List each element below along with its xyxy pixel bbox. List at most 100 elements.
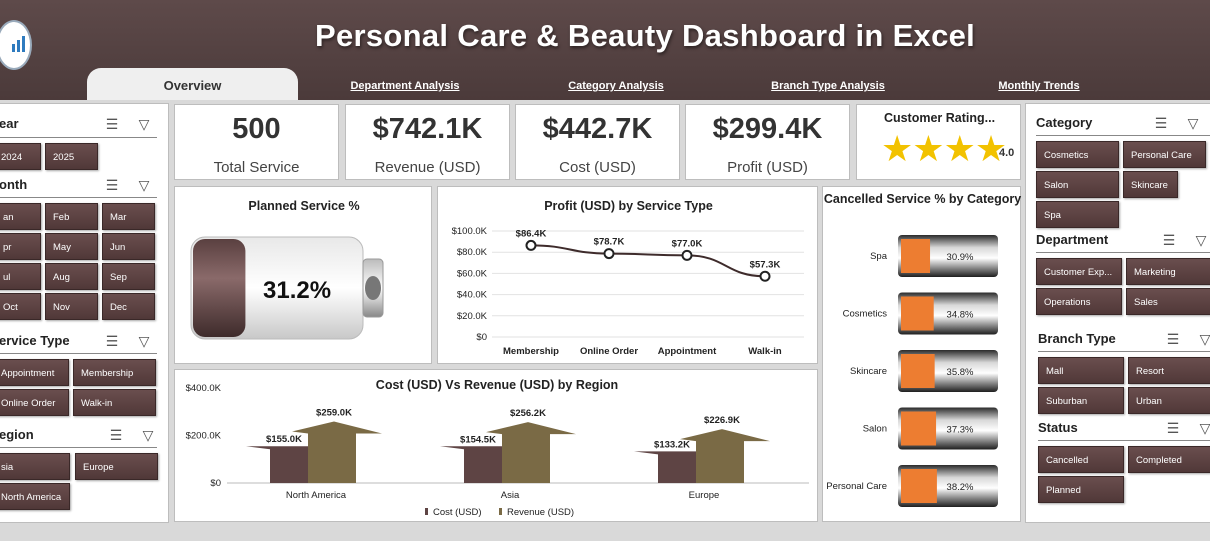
clear-filter-icon[interactable]: ▽ xyxy=(142,427,154,443)
tab-category-analysis[interactable]: Category Analysis xyxy=(568,80,664,92)
clear-filter-icon[interactable]: ▽ xyxy=(1195,232,1207,248)
region-item-north-america[interactable]: North America xyxy=(0,483,70,510)
cost-data-label: $154.5K xyxy=(460,434,496,445)
kpi-label: Profit (USD) xyxy=(727,159,808,176)
star-icon: ★ xyxy=(974,128,1007,169)
month-item-jun[interactable]: Jun xyxy=(102,233,155,260)
month-item-apr[interactable]: pr xyxy=(0,233,41,260)
category-item-skincare[interactable]: Skincare xyxy=(1123,171,1178,198)
category-item-personal-care[interactable]: Personal Care xyxy=(1123,141,1206,168)
region-item-europe[interactable]: Europe xyxy=(75,453,158,480)
department-item-marketing[interactable]: Marketing xyxy=(1126,258,1210,285)
month-item-dec[interactable]: Dec xyxy=(102,293,155,320)
category-item-cosmetics[interactable]: Cosmetics xyxy=(1036,141,1119,168)
clear-filter-icon[interactable]: ▽ xyxy=(1199,331,1210,347)
service-type-item-membership[interactable]: Membership xyxy=(73,359,156,386)
multi-select-icon[interactable]: ☰ xyxy=(1166,331,1180,347)
year-item-2025[interactable]: 2025 xyxy=(45,143,98,170)
bar-chart-svg: $0 $200.0K $400.0K $155.0K $259.0K North Amer… xyxy=(186,383,809,518)
month-item-mar[interactable]: Mar xyxy=(102,203,155,230)
y-tick-label: $200.0K xyxy=(186,431,222,442)
tab-overview[interactable]: Overview xyxy=(87,68,298,100)
revenue-bar xyxy=(680,429,770,483)
category-label: Spa xyxy=(870,251,888,262)
line-chart-svg: $0 $20.0K $40.0K $60.0K $80.0K $100.0K $86.4K M… xyxy=(452,226,804,357)
status-item-planned[interactable]: Planned xyxy=(1038,476,1124,503)
revenue-data-label: $226.9K xyxy=(704,415,740,426)
kpi-value: $299.4K xyxy=(712,113,823,145)
multi-select-icon[interactable]: ☰ xyxy=(105,333,119,349)
service-type-item-online-order[interactable]: Online Order xyxy=(0,389,69,416)
data-label: $77.0K xyxy=(672,238,703,249)
tab-branch-type-analysis[interactable]: Branch Type Analysis xyxy=(771,80,885,92)
service-type-item-walk-in[interactable]: Walk-in xyxy=(73,389,156,416)
cost-data-label: $155.0K xyxy=(266,434,302,445)
data-label: $86.4K xyxy=(516,228,547,239)
multi-select-icon[interactable]: ☰ xyxy=(105,116,119,132)
right-slicer-panel: Category ☰ ▽ Cosmetics Personal Care Sal… xyxy=(1025,103,1210,523)
chart-title: Cancelled Service % by Category xyxy=(823,192,1022,206)
clear-filter-icon[interactable]: ▽ xyxy=(1187,115,1199,131)
category-item-salon[interactable]: Salon xyxy=(1036,171,1119,198)
data-label: 35.8% xyxy=(947,367,974,378)
region-item-asia[interactable]: sia xyxy=(0,453,70,480)
x-tick-label: North America xyxy=(286,490,347,501)
branch-type-item-resort[interactable]: Resort xyxy=(1128,357,1210,384)
data-point xyxy=(681,249,693,261)
clear-filter-icon[interactable]: ▽ xyxy=(138,333,150,349)
branch-type-item-urban[interactable]: Urban xyxy=(1128,387,1210,414)
year-item-2024[interactable]: 2024 xyxy=(0,143,41,170)
clear-filter-icon[interactable]: ▽ xyxy=(1199,420,1210,436)
department-item-customer-exp[interactable]: Customer Exp... xyxy=(1036,258,1122,285)
divider xyxy=(0,197,157,198)
multi-select-icon[interactable]: ☰ xyxy=(1162,232,1176,248)
department-item-operations[interactable]: Operations xyxy=(1036,288,1122,315)
rating-stars: ★★★★ xyxy=(881,128,1007,169)
category-label: Skincare xyxy=(850,366,887,377)
status-item-cancelled[interactable]: Cancelled xyxy=(1038,446,1124,473)
branch-type-item-suburban[interactable]: Suburban xyxy=(1038,387,1124,414)
month-item-aug[interactable]: Aug xyxy=(45,263,98,290)
y-tick-label: $400.0K xyxy=(186,383,222,394)
star-icon: ★ xyxy=(881,128,913,169)
clear-filter-icon[interactable]: ▽ xyxy=(138,177,150,193)
cost-vs-revenue-chart: Cost (USD) Vs Revenue (USD) by Region $0… xyxy=(174,369,818,522)
clear-filter-icon[interactable]: ▽ xyxy=(138,116,150,132)
data-point xyxy=(759,270,771,282)
chart-title: Profit (USD) by Service Type xyxy=(544,199,713,213)
multi-select-icon[interactable]: ☰ xyxy=(1166,420,1180,436)
x-tick-label: Walk-in xyxy=(748,346,782,357)
month-item-jul[interactable]: ul xyxy=(0,263,41,290)
service-type-item-appointment[interactable]: Appointment xyxy=(0,359,69,386)
tab-monthly-trends[interactable]: Monthly Trends xyxy=(998,80,1080,92)
kpi-card-profit: $299.4K Profit (USD) xyxy=(685,104,850,180)
cancelled-bar xyxy=(901,354,935,388)
cost-bar xyxy=(440,446,518,483)
category-label: Personal Care xyxy=(826,481,887,492)
multi-select-icon[interactable]: ☰ xyxy=(1154,115,1168,131)
tab-department-analysis[interactable]: Department Analysis xyxy=(350,80,460,92)
month-item-jan[interactable]: an xyxy=(0,203,41,230)
profit-by-service-chart: Profit (USD) by Service Type $0 $20.0K $40… xyxy=(437,186,818,364)
cancelled-bar xyxy=(901,296,934,331)
planned-percent: 31.2% xyxy=(263,277,332,304)
month-item-nov[interactable]: Nov xyxy=(45,293,98,320)
month-item-may[interactable]: May xyxy=(45,233,98,260)
category-item-spa[interactable]: Spa xyxy=(1036,201,1119,228)
data-label: $78.7K xyxy=(594,237,625,248)
chart-title: Cost (USD) Vs Revenue (USD) by Region xyxy=(375,378,619,392)
multi-select-icon[interactable]: ☰ xyxy=(105,177,119,193)
month-item-feb[interactable]: Feb xyxy=(45,203,98,230)
month-item-sep[interactable]: Sep xyxy=(102,263,155,290)
department-item-sales[interactable]: Sales xyxy=(1126,288,1210,315)
revenue-bar xyxy=(486,422,576,483)
multi-select-icon[interactable]: ☰ xyxy=(109,427,123,443)
y-tick-label: $0 xyxy=(210,478,221,489)
kpi-label: Total Service xyxy=(213,159,300,176)
status-item-completed[interactable]: Completed xyxy=(1128,446,1210,473)
kpi-card-total-service: 500 Total Service xyxy=(174,104,339,180)
branch-type-item-mall[interactable]: Mall xyxy=(1038,357,1124,384)
divider xyxy=(0,137,157,138)
logo-icon xyxy=(0,20,32,70)
month-item-oct[interactable]: Oct xyxy=(0,293,41,320)
